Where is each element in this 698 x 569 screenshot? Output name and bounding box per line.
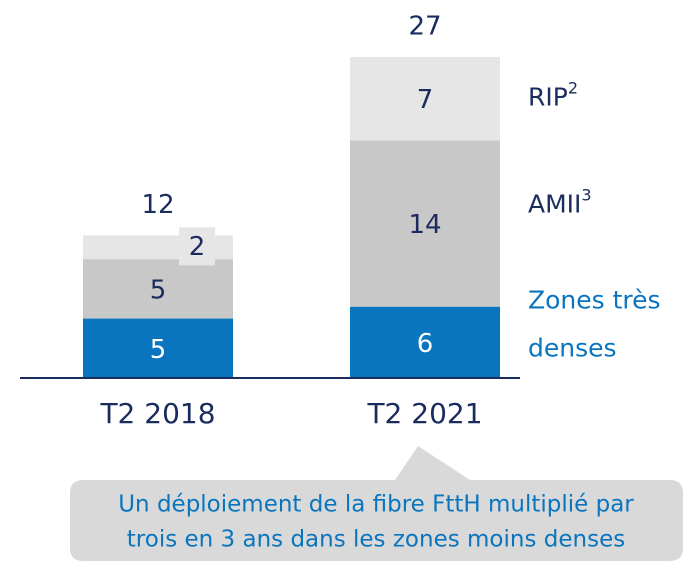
value-label: 14 <box>408 210 441 240</box>
value-label: 7 <box>417 85 434 115</box>
x-tick-label: T2 2018 <box>99 397 215 430</box>
bar-segment <box>350 57 500 141</box>
callout-box <box>70 446 683 561</box>
legend-name: RIP <box>528 83 568 112</box>
bar-segment <box>350 306 500 378</box>
value-label: 2 <box>189 232 206 262</box>
bar-segment <box>83 318 233 378</box>
bar-segment <box>83 259 233 319</box>
legend-line: Zones très <box>528 285 661 314</box>
value-label: 5 <box>150 335 167 365</box>
legend-line: denses <box>528 333 617 362</box>
annotation: trois en 3 ans dans les zones moins dens… <box>127 527 625 553</box>
legend-label: RIP2 <box>528 78 578 112</box>
total-label: 27 <box>408 12 441 42</box>
legend-name: AMII <box>528 189 581 218</box>
x-tick-label: T2 2021 <box>366 397 482 430</box>
bar-segment <box>350 140 500 307</box>
legend-label: AMII3 <box>528 185 592 219</box>
value-label: 6 <box>417 329 434 359</box>
annotation: Un déploiement de la fibre FttH multipli… <box>118 492 634 518</box>
legend-label: Zones très denses <box>528 285 661 362</box>
legend-note: 3 <box>581 185 591 204</box>
total-label: 12 <box>141 190 174 220</box>
label-box <box>179 227 215 266</box>
value-label: 5 <box>150 275 167 305</box>
legend-note: 2 <box>568 78 578 97</box>
